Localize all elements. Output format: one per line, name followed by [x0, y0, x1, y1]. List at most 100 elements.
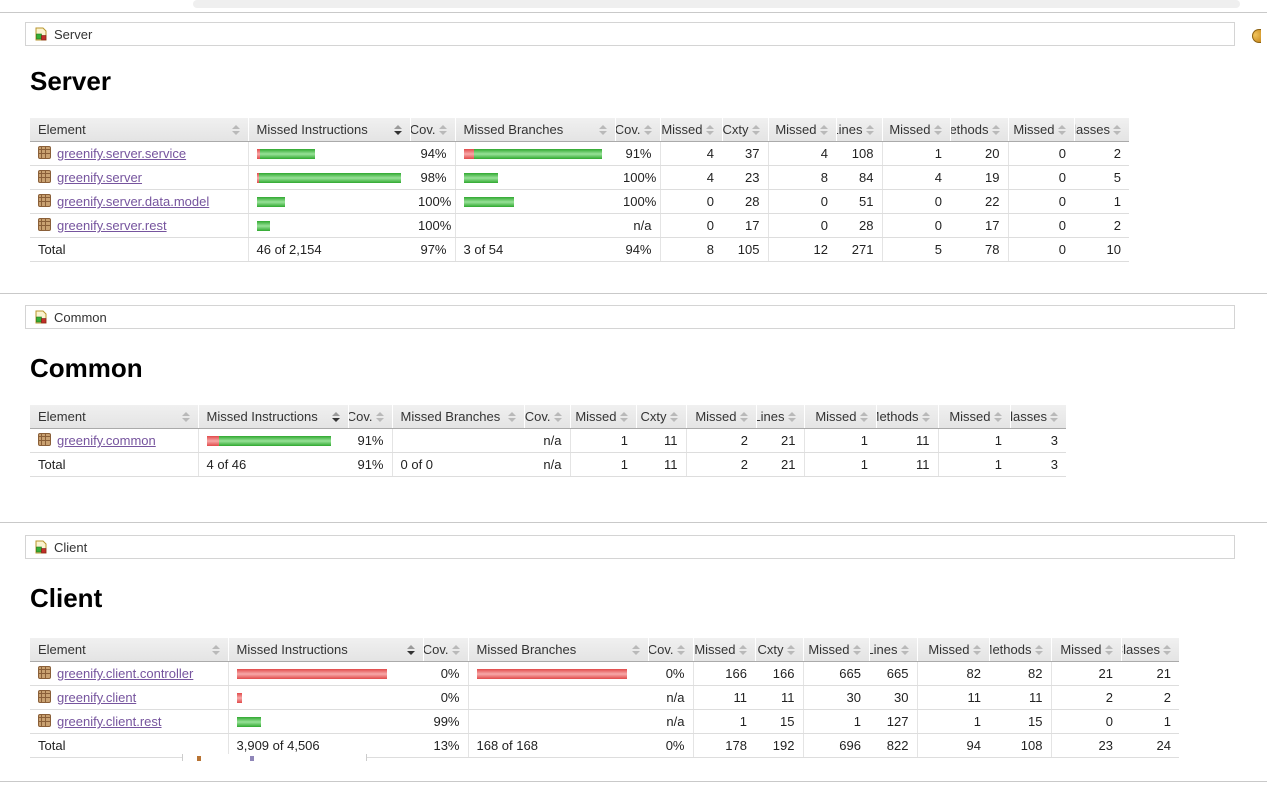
sort-icon[interactable]: [507, 411, 516, 422]
package-link[interactable]: greenify.client: [57, 690, 137, 705]
sort-icon[interactable]: [331, 411, 340, 422]
column-header-cov-[interactable]: Cov.: [647, 638, 693, 662]
column-header-methods[interactable]: Methods: [988, 638, 1051, 662]
sort-icon[interactable]: [786, 644, 795, 655]
package-link[interactable]: greenify.server.rest: [57, 218, 167, 233]
total-branches-pct: 0%: [648, 733, 693, 758]
sort-icon[interactable]: [438, 124, 447, 135]
package-link[interactable]: greenify.server.service: [57, 146, 187, 161]
sort-icon[interactable]: [993, 411, 1002, 422]
column-header-classes[interactable]: Classes: [1009, 405, 1066, 429]
column-header-missed-branches[interactable]: Missed Branches: [454, 118, 615, 142]
column-header-methods[interactable]: Methods: [875, 405, 938, 429]
metric-value: 0: [881, 189, 950, 214]
column-header-missed[interactable]: Missed: [659, 118, 722, 142]
column-header-classes[interactable]: Classes: [1073, 118, 1129, 142]
sort-icon[interactable]: [787, 411, 796, 422]
column-label: Classes: [1074, 122, 1110, 137]
package-link[interactable]: greenify.server.data.model: [57, 194, 210, 209]
column-header-missed-instructions[interactable]: Missed Instructions: [197, 405, 348, 429]
column-header-lines[interactable]: Lines: [868, 638, 917, 662]
column-header-cxty[interactable]: Cxty: [635, 405, 686, 429]
sort-icon[interactable]: [859, 411, 868, 422]
column-label: Missed: [889, 122, 931, 137]
sort-icon[interactable]: [631, 644, 640, 655]
column-header-element[interactable]: Element: [30, 638, 228, 662]
sort-icon[interactable]: [598, 124, 607, 135]
package-link[interactable]: greenify.common: [57, 433, 156, 448]
column-header-cov-[interactable]: Cov.: [409, 118, 455, 142]
column-header-missed[interactable]: Missed: [916, 638, 989, 662]
column-header-missed[interactable]: Missed: [881, 118, 950, 142]
sort-icon[interactable]: [900, 644, 909, 655]
sort-icon[interactable]: [553, 411, 562, 422]
column-header-missed[interactable]: Missed: [1007, 118, 1074, 142]
sort-icon[interactable]: [865, 124, 874, 135]
column-label: Cov.: [410, 122, 436, 137]
column-header-cxty[interactable]: Cxty: [754, 638, 803, 662]
metric-value: 166: [692, 661, 755, 686]
sort-icon[interactable]: [852, 644, 861, 655]
instructions-coverage-pct: 91%: [348, 428, 392, 453]
column-header-missed[interactable]: Missed: [1050, 638, 1121, 662]
column-header-missed-instructions[interactable]: Missed Instructions: [247, 118, 410, 142]
column-label: Missed Instructions: [206, 409, 318, 424]
sort-icon[interactable]: [921, 411, 930, 422]
column-header-missed[interactable]: Missed: [802, 638, 869, 662]
sort-icon[interactable]: [1163, 644, 1171, 655]
column-header-missed[interactable]: Missed: [803, 405, 876, 429]
sort-icon[interactable]: [1104, 644, 1113, 655]
sort-icon[interactable]: [751, 124, 760, 135]
sort-icon[interactable]: [619, 411, 628, 422]
column-header-cov-[interactable]: Cov.: [523, 405, 570, 429]
sort-icon[interactable]: [972, 644, 981, 655]
sort-icon[interactable]: [676, 644, 685, 655]
column-header-missed[interactable]: Missed: [569, 405, 636, 429]
sort-icon[interactable]: [1057, 124, 1066, 135]
sort-icon[interactable]: [1034, 644, 1043, 655]
column-label: Missed: [775, 122, 817, 137]
column-header-methods[interactable]: Methods: [949, 118, 1008, 142]
element-cell: greenify.common: [30, 428, 198, 453]
column-header-missed[interactable]: Missed: [937, 405, 1010, 429]
sort-icon[interactable]: [181, 411, 190, 422]
branches-coverage-pct: n/a: [524, 428, 570, 453]
table-header-row: Element Missed Instructions Cov. Missed Bra…: [30, 638, 1179, 662]
sort-icon[interactable]: [738, 644, 747, 655]
column-header-missed-branches[interactable]: Missed Branches: [467, 638, 648, 662]
sort-icon[interactable]: [1113, 124, 1121, 135]
package-link[interactable]: greenify.client.rest: [57, 714, 162, 729]
sort-icon[interactable]: [451, 644, 460, 655]
column-header-lines[interactable]: Lines: [835, 118, 882, 142]
column-header-cxty[interactable]: Cxty: [721, 118, 768, 142]
sort-icon[interactable]: [991, 124, 1000, 135]
column-header-cov-[interactable]: Cov.: [614, 118, 660, 142]
sort-icon[interactable]: [739, 411, 748, 422]
package-link[interactable]: greenify.client.controller: [57, 666, 194, 681]
sort-icon[interactable]: [406, 644, 415, 655]
sort-icon[interactable]: [933, 124, 942, 135]
sort-icon[interactable]: [819, 124, 828, 135]
sort-icon[interactable]: [211, 644, 220, 655]
sort-icon[interactable]: [643, 124, 652, 135]
column-header-missed-instructions[interactable]: Missed Instructions: [227, 638, 423, 662]
column-header-missed[interactable]: Missed: [767, 118, 836, 142]
column-header-element[interactable]: Element: [30, 405, 198, 429]
sort-icon[interactable]: [393, 124, 402, 135]
package-link[interactable]: greenify.server: [57, 170, 143, 185]
column-header-missed[interactable]: Missed: [685, 405, 756, 429]
metric-value: 15: [755, 709, 803, 734]
sort-icon[interactable]: [669, 411, 678, 422]
sort-icon[interactable]: [375, 411, 384, 422]
column-header-missed-branches[interactable]: Missed Branches: [391, 405, 524, 429]
sort-icon[interactable]: [705, 124, 714, 135]
column-header-element[interactable]: Element: [30, 118, 248, 142]
sort-icon[interactable]: [231, 124, 240, 135]
sort-icon[interactable]: [1050, 411, 1058, 422]
column-header-cov-[interactable]: Cov.: [347, 405, 392, 429]
column-header-missed[interactable]: Missed: [692, 638, 755, 662]
branches-coverage-pct: 0%: [648, 661, 693, 686]
column-header-cov-[interactable]: Cov.: [422, 638, 468, 662]
column-header-classes[interactable]: Classes: [1120, 638, 1179, 662]
column-header-lines[interactable]: Lines: [755, 405, 804, 429]
